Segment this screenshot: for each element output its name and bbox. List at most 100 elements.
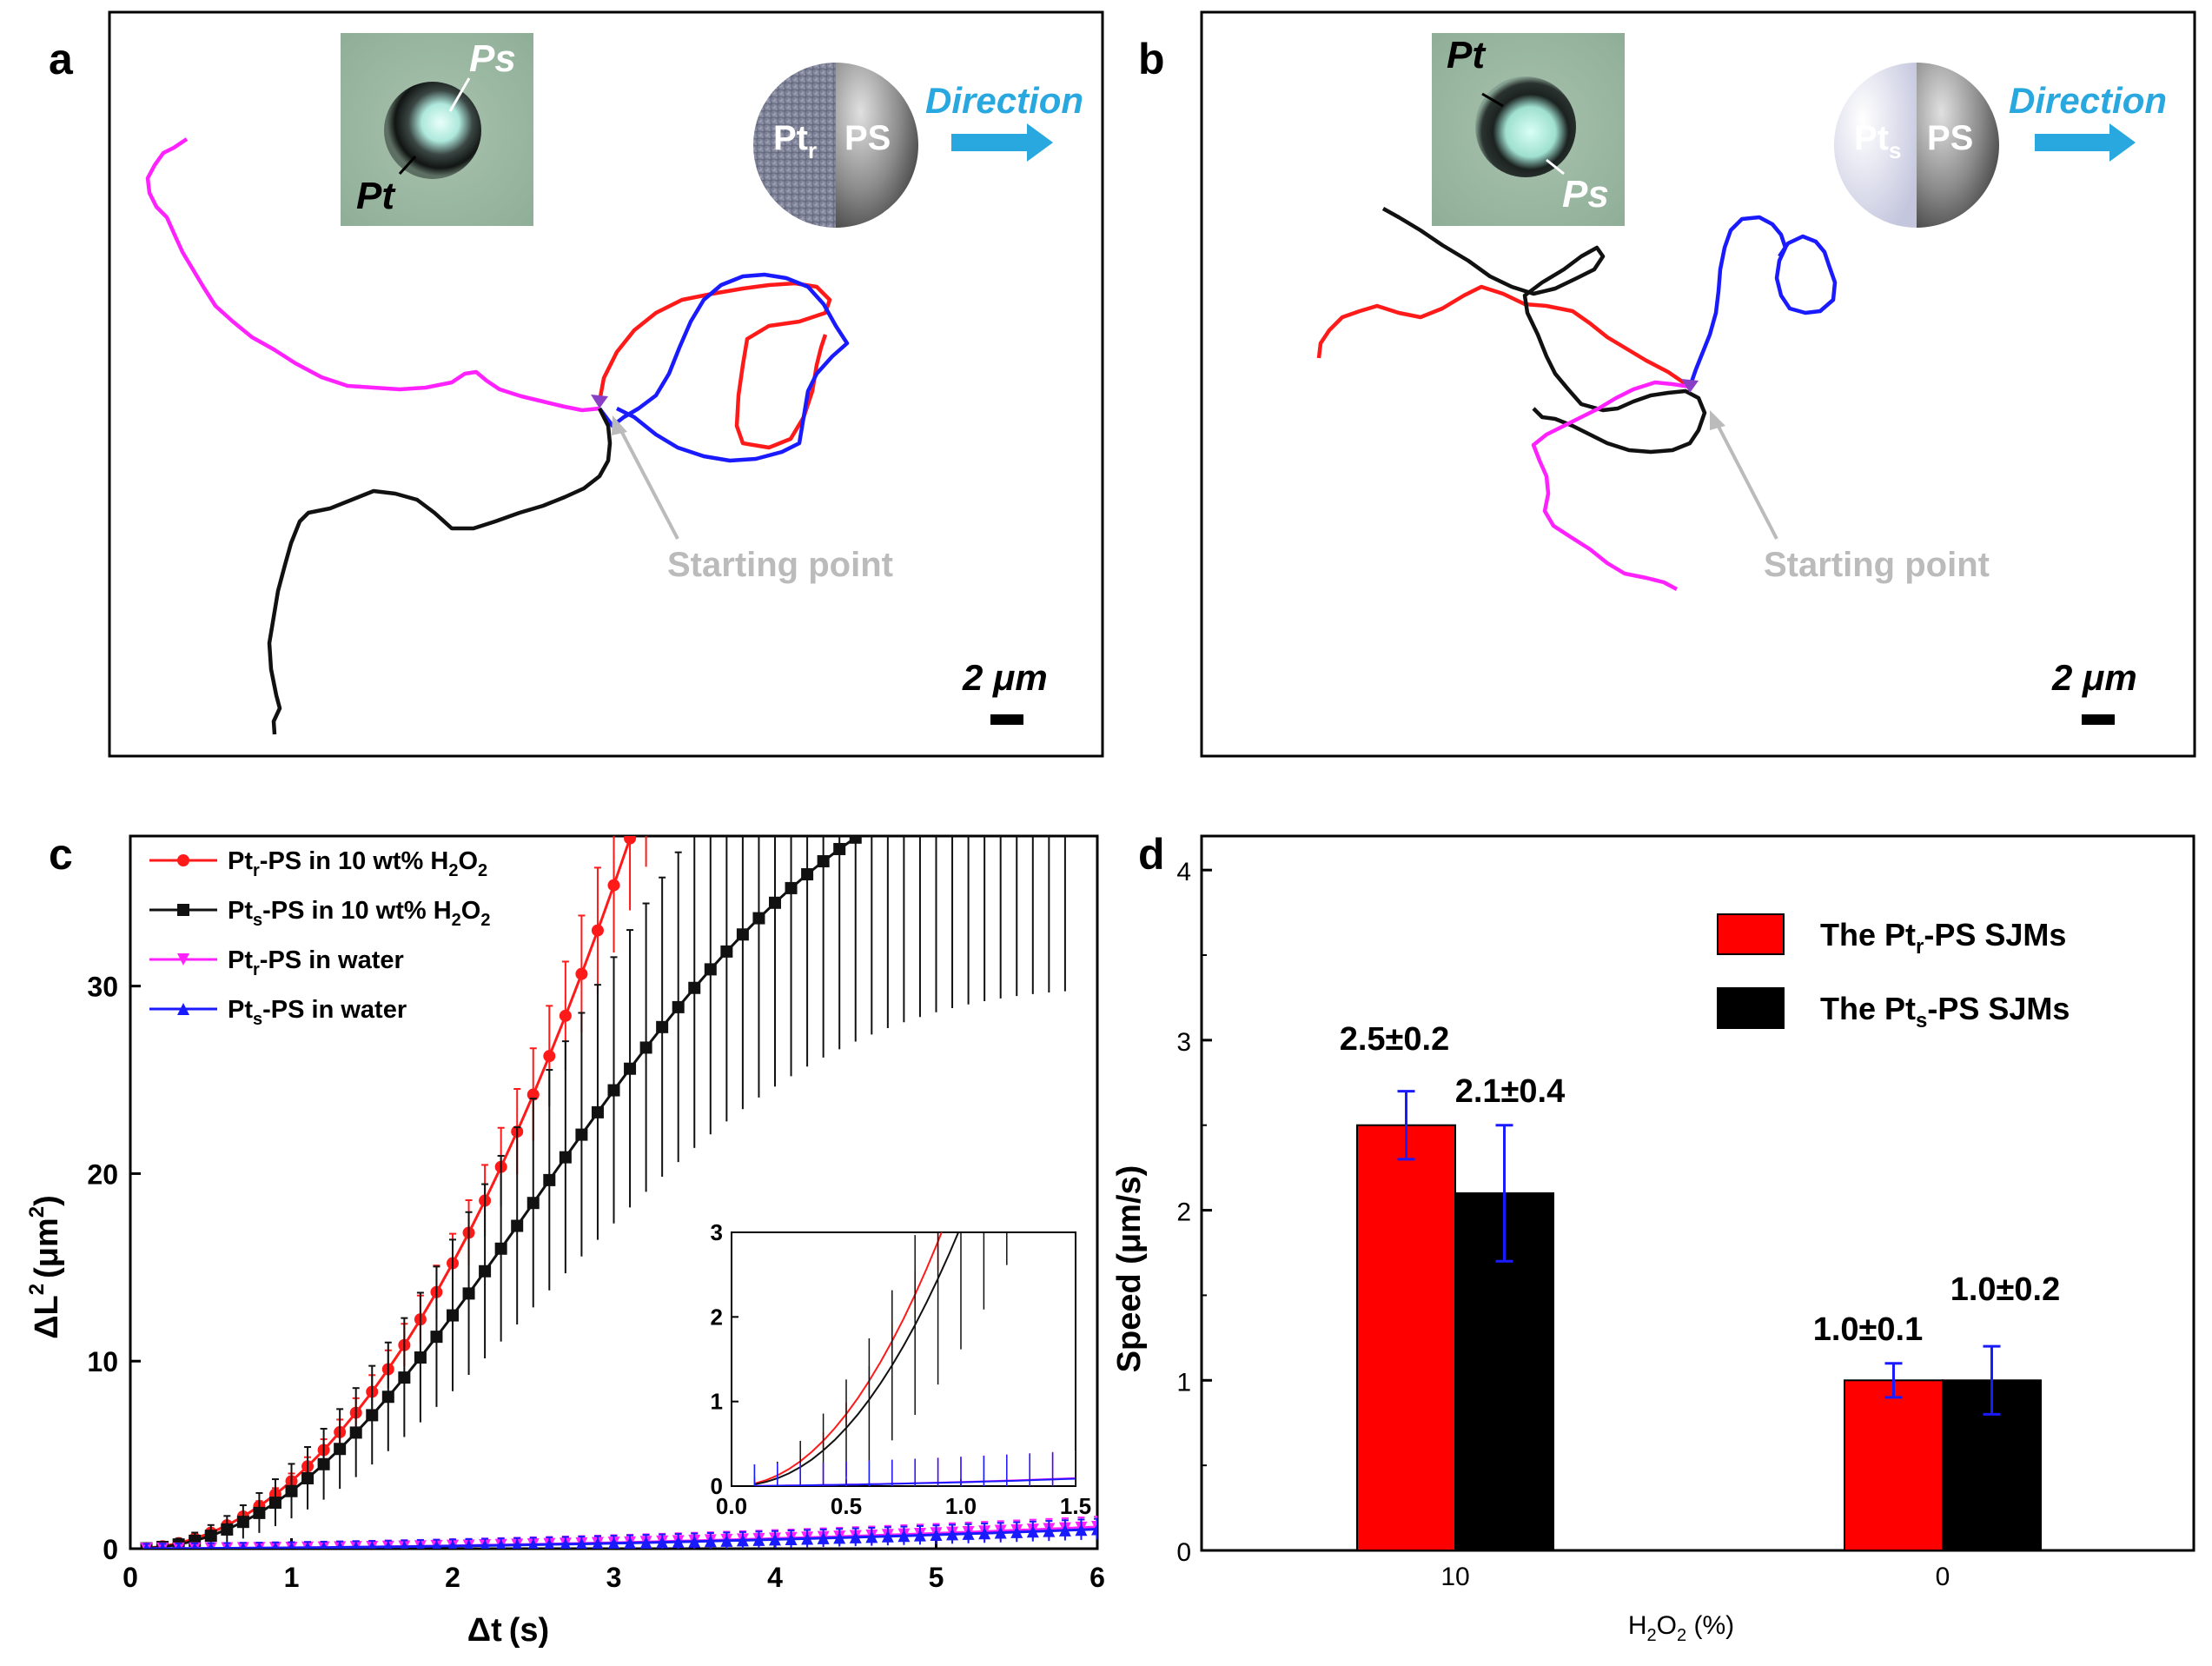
janus-pt-label: Pts: [1854, 119, 1901, 163]
c-xlabel: Δt (s): [467, 1612, 549, 1649]
data-point: [559, 1009, 572, 1022]
inset-y-tick-label: 2: [711, 1304, 723, 1330]
data-point: [268, 1497, 281, 1510]
starting-arrow-icon: [1710, 410, 1725, 430]
starting-arrow-icon: [612, 415, 627, 435]
data-point: [559, 1151, 572, 1164]
data-point: [849, 1530, 862, 1543]
data-point: [672, 1000, 685, 1013]
inset-y-tick-label: 1: [711, 1389, 723, 1415]
direction-label: Direction: [925, 80, 1083, 121]
data-point: [159, 1542, 166, 1549]
data-point: [320, 1541, 328, 1549]
data-point: [881, 1530, 894, 1543]
micrograph-a: Ps Pt: [341, 33, 533, 226]
data-point: [688, 981, 701, 994]
data-point: [400, 1540, 409, 1549]
data-point: [253, 1506, 266, 1519]
panel-letter-a: a: [49, 35, 74, 83]
data-point: [334, 1443, 347, 1456]
data-point: [752, 1533, 765, 1546]
plot-frame: [1200, 834, 2195, 1552]
panel-b: b Pt Ps Pts PS Direction Starting point: [1138, 10, 2196, 758]
data-point: [817, 1531, 830, 1544]
data-point: [592, 1537, 604, 1549]
data-point: [496, 1539, 507, 1549]
scale-bar-label: 2 μm: [2051, 657, 2137, 698]
label-pt: Pt: [1447, 34, 1487, 76]
legend-label: Ptr-PS in 10 wt% H2O2: [228, 847, 487, 880]
label-ps: Ps: [469, 37, 516, 80]
data-point: [624, 1537, 636, 1549]
y-tick-label: 10: [87, 1346, 118, 1377]
bar-value-label: 1.0±0.2: [1950, 1271, 2061, 1308]
data-point: [930, 1529, 943, 1542]
data-point: [1058, 1523, 1071, 1537]
start-marker: [591, 395, 608, 408]
panel-letter-b: b: [1138, 35, 1165, 83]
data-point: [994, 1526, 1007, 1539]
inset-x-tick-label: 1.0: [945, 1493, 977, 1519]
inset-x-tick-label: 0.5: [831, 1493, 862, 1519]
ps-half: [1917, 63, 1999, 228]
label-pt: Pt: [356, 175, 396, 217]
label-ps: Ps: [1562, 173, 1609, 216]
trajectory-red: [1316, 284, 1692, 388]
data-point: [527, 1197, 540, 1210]
data-point: [368, 1541, 376, 1549]
bar-value-label: 2.5±0.2: [1340, 1021, 1450, 1058]
data-point: [736, 1534, 749, 1547]
speed-legend: The Ptr-PS SJMs The Pts-PS SJMs: [1717, 913, 2070, 1032]
data-point: [236, 1516, 249, 1529]
data-point: [177, 953, 189, 966]
y-tick-label: 0: [103, 1534, 118, 1565]
data-point: [447, 1309, 459, 1322]
inset-frame: [731, 1231, 1076, 1487]
data-point: [607, 1084, 620, 1097]
trajectory-red: [597, 281, 832, 450]
data-point: [946, 779, 958, 791]
data-point: [576, 1537, 587, 1549]
data-point: [865, 1530, 878, 1543]
legend-label: Ptr-PS in water: [228, 946, 404, 979]
data-point: [785, 1532, 798, 1545]
data-point: [288, 1542, 295, 1549]
msd-series-group: [140, 743, 1097, 1549]
x-tick-label: 4: [767, 1562, 783, 1593]
data-point: [1026, 1525, 1039, 1538]
direction-label: Direction: [2009, 80, 2167, 121]
data-point: [849, 836, 862, 844]
data-point: [1059, 743, 1071, 755]
x-tick-label: 5: [929, 1562, 944, 1593]
data-point: [575, 967, 588, 980]
data-point: [914, 793, 926, 806]
janus-ps-label: PS: [1927, 119, 1973, 157]
data-point: [607, 879, 620, 892]
data-point: [930, 786, 943, 798]
data-point: [769, 896, 781, 909]
msd-legend: Ptr-PS in 10 wt% H2O2 Pts-PS in 10 wt% H2…: [149, 847, 490, 1029]
data-point: [223, 1542, 231, 1549]
data-point: [817, 855, 830, 868]
trajectory-blue: [1687, 215, 1838, 388]
starting-arrow-line: [1714, 421, 1778, 540]
legend-label: Pts-PS in water: [228, 996, 407, 1029]
data-point: [349, 1426, 362, 1439]
data-point: [494, 1242, 507, 1255]
data-point: [704, 1535, 717, 1548]
d-ylabel: Speed (μm/s): [1111, 1165, 1148, 1373]
data-point: [464, 1539, 474, 1549]
data-point: [398, 1371, 411, 1384]
microsphere-image: [384, 82, 481, 179]
data-point: [176, 1542, 182, 1549]
y-tick-label: 4: [1176, 858, 1191, 886]
data-point: [544, 1538, 555, 1549]
direction-arrow-icon: [2035, 123, 2136, 162]
data-point: [191, 1542, 198, 1549]
data-point: [801, 1532, 814, 1545]
data-point: [221, 1523, 234, 1536]
ps-half: [836, 63, 918, 228]
data-point: [479, 1264, 492, 1278]
